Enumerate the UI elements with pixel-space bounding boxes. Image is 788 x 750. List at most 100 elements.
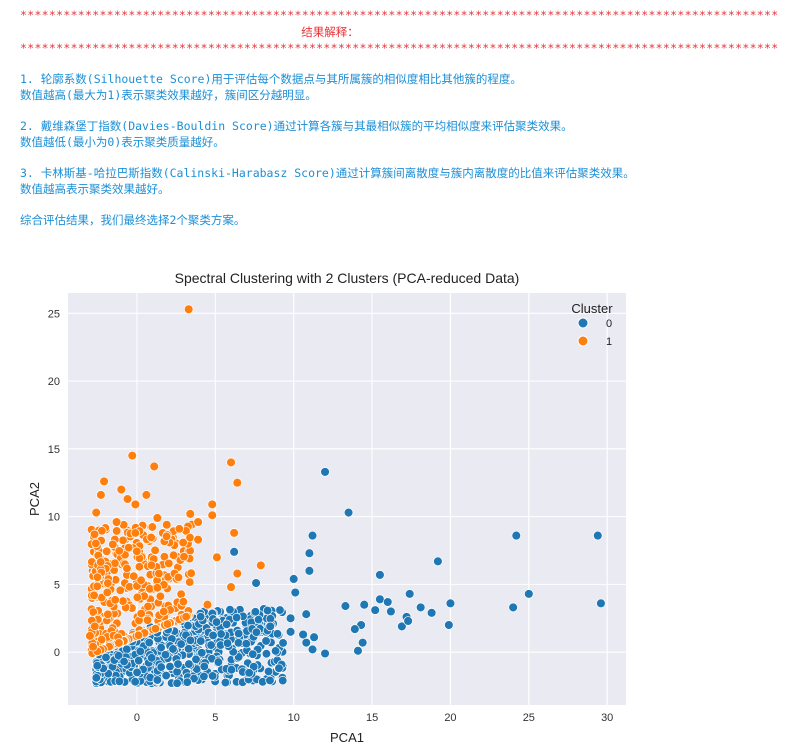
output-log: ****************************************… — [20, 8, 780, 228]
dense-point — [211, 617, 222, 627]
cluster-0-point — [307, 644, 318, 655]
dense-point — [234, 628, 244, 639]
cluster-0-point — [288, 574, 299, 584]
dense-point — [96, 557, 106, 567]
dense-point — [221, 619, 232, 629]
cluster-0-point — [350, 624, 360, 634]
cluster-0-point — [511, 530, 522, 541]
conclusion-text: 综合评估结果，我们最终选择2个聚类方案。 — [20, 213, 246, 227]
dense-point — [150, 624, 161, 634]
dense-point — [196, 612, 206, 622]
dense-point — [142, 615, 153, 625]
cluster-1-point — [152, 513, 163, 523]
dense-point — [143, 601, 153, 612]
cluster-1-point — [207, 510, 217, 521]
dense-point — [130, 677, 140, 687]
cluster-1-point — [96, 490, 106, 500]
y-tick-label: 5 — [54, 579, 60, 591]
y-tick-label: 20 — [48, 376, 60, 388]
dense-point — [225, 605, 235, 615]
dense-point — [135, 646, 145, 656]
dense-point — [162, 619, 173, 629]
cluster-0-point — [593, 530, 603, 541]
cluster-1-point — [85, 631, 95, 641]
davies-bouldin-interpretation: 数值越低(最小为0)表示聚类质量越好。 — [20, 135, 225, 149]
result-heading: 结果解释： — [301, 25, 359, 39]
dense-point — [146, 560, 157, 570]
dense-point — [89, 529, 100, 539]
cluster-0-point — [444, 620, 454, 630]
cluster-0-point — [309, 632, 319, 642]
dense-point — [213, 657, 224, 667]
legend-label-cluster-1: 1 — [606, 336, 612, 348]
legend-marker-cluster-1 — [577, 335, 589, 347]
dense-point — [92, 581, 102, 591]
dense-point — [136, 575, 146, 585]
legend: Cluster 0 1 — [571, 301, 613, 348]
dense-point — [129, 571, 139, 581]
cluster-1-point — [88, 641, 98, 652]
y-tick-label: 10 — [48, 512, 60, 524]
cluster-1-point — [226, 582, 236, 592]
dense-point — [154, 568, 164, 579]
dense-point — [168, 644, 178, 654]
dense-point — [119, 656, 129, 667]
cluster-0-point — [320, 467, 330, 477]
dense-point — [220, 677, 231, 688]
cluster-0-point — [375, 594, 385, 605]
dense-point — [196, 636, 206, 646]
dense-point — [184, 659, 194, 669]
dense-point — [263, 666, 274, 677]
dense-point — [92, 572, 103, 582]
dense-point — [122, 563, 132, 574]
cluster-0-point — [285, 613, 296, 624]
dense-point — [199, 661, 209, 672]
dense-point — [146, 532, 156, 543]
cluster-0-point — [290, 587, 301, 598]
cluster-1-point — [185, 509, 196, 519]
dense-point — [156, 642, 166, 653]
dense-point — [113, 651, 124, 661]
cluster-0-point — [404, 589, 415, 599]
cluster-0-point — [357, 637, 368, 648]
calinski-harabasz-explanation: 3. 卡林斯基-哈拉巴斯指数(Calinski-Harabasz Score)通… — [20, 166, 635, 180]
cluster-1-point — [122, 494, 133, 504]
dense-point — [179, 552, 189, 562]
dense-point — [144, 637, 154, 648]
dense-point — [185, 635, 196, 645]
cluster-0-point — [370, 605, 380, 615]
dense-point — [274, 663, 284, 673]
cluster-0-point — [307, 530, 318, 541]
cluster-0-point — [596, 598, 606, 609]
dense-point — [147, 653, 157, 663]
x-tick-label: 15 — [366, 712, 378, 724]
dense-point — [165, 661, 175, 672]
cluster-1-point — [207, 499, 217, 510]
dense-point — [250, 607, 261, 617]
dense-point — [159, 552, 170, 562]
dense-point — [185, 577, 195, 587]
dense-point — [130, 528, 140, 538]
dense-point — [172, 678, 182, 688]
dense-point — [115, 585, 125, 595]
scatter-points — [85, 304, 606, 659]
dense-point — [89, 590, 99, 600]
dense-point — [160, 650, 171, 660]
dense-point — [118, 535, 128, 545]
calinski-harabasz-interpretation: 数值越高表示聚类效果越好。 — [20, 182, 170, 196]
cluster-0-point — [301, 637, 311, 648]
cluster-1-point — [232, 568, 243, 579]
cluster-0-point — [340, 601, 351, 611]
dense-point — [114, 638, 124, 648]
dense-point — [134, 562, 145, 572]
dense-point — [132, 592, 142, 602]
cluster-1-point — [232, 477, 243, 488]
dense-point — [96, 635, 107, 645]
dense-point — [231, 612, 242, 623]
cluster-1-point — [256, 560, 266, 571]
dense-point — [226, 665, 237, 675]
x-tick-label: 0 — [134, 712, 140, 724]
dense-point — [261, 649, 272, 659]
dense-point — [265, 675, 275, 686]
